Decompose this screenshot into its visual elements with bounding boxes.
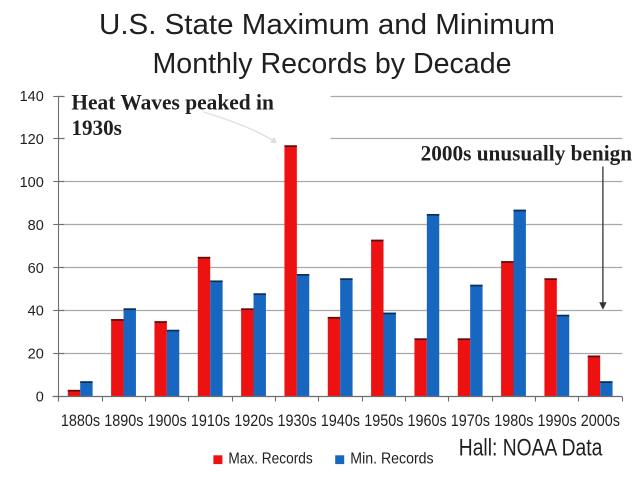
svg-text:Heat Waves peaked in: Heat Waves peaked in: [71, 89, 274, 114]
svg-text:1930s: 1930s: [71, 115, 122, 140]
svg-text:1970s: 1970s: [451, 411, 490, 430]
svg-text:1880s: 1880s: [61, 411, 100, 430]
svg-text:1920s: 1920s: [234, 411, 273, 430]
svg-text:2000s unusually benign: 2000s unusually benign: [421, 141, 633, 166]
svg-text:2000s: 2000s: [581, 411, 620, 430]
svg-text:0: 0: [36, 390, 44, 406]
svg-text:1950s: 1950s: [364, 411, 403, 430]
svg-text:140: 140: [20, 89, 44, 105]
svg-text:1910s: 1910s: [191, 411, 230, 430]
svg-text:Max. Records: Max. Records: [228, 451, 312, 468]
svg-text:120: 120: [20, 132, 44, 148]
svg-text:80: 80: [28, 218, 44, 234]
svg-text:1960s: 1960s: [408, 411, 447, 430]
svg-text:100: 100: [20, 175, 44, 191]
svg-text:Monthly Records by Decade: Monthly Records by Decade: [153, 48, 512, 80]
svg-text:60: 60: [28, 261, 44, 277]
svg-text:1890s: 1890s: [104, 411, 143, 430]
svg-text:Hall: NOAA Data: Hall: NOAA Data: [459, 435, 603, 462]
svg-text:1900s: 1900s: [148, 411, 187, 430]
svg-text:40: 40: [28, 304, 44, 320]
svg-text:U.S. State Maximum and Minimum: U.S. State Maximum and Minimum: [99, 9, 555, 41]
svg-text:1980s: 1980s: [494, 411, 533, 430]
svg-text:1990s: 1990s: [538, 411, 577, 430]
svg-text:1940s: 1940s: [321, 411, 360, 430]
svg-text:Min. Records: Min. Records: [350, 451, 433, 468]
svg-text:20: 20: [28, 347, 44, 363]
svg-text:1930s: 1930s: [278, 411, 317, 430]
